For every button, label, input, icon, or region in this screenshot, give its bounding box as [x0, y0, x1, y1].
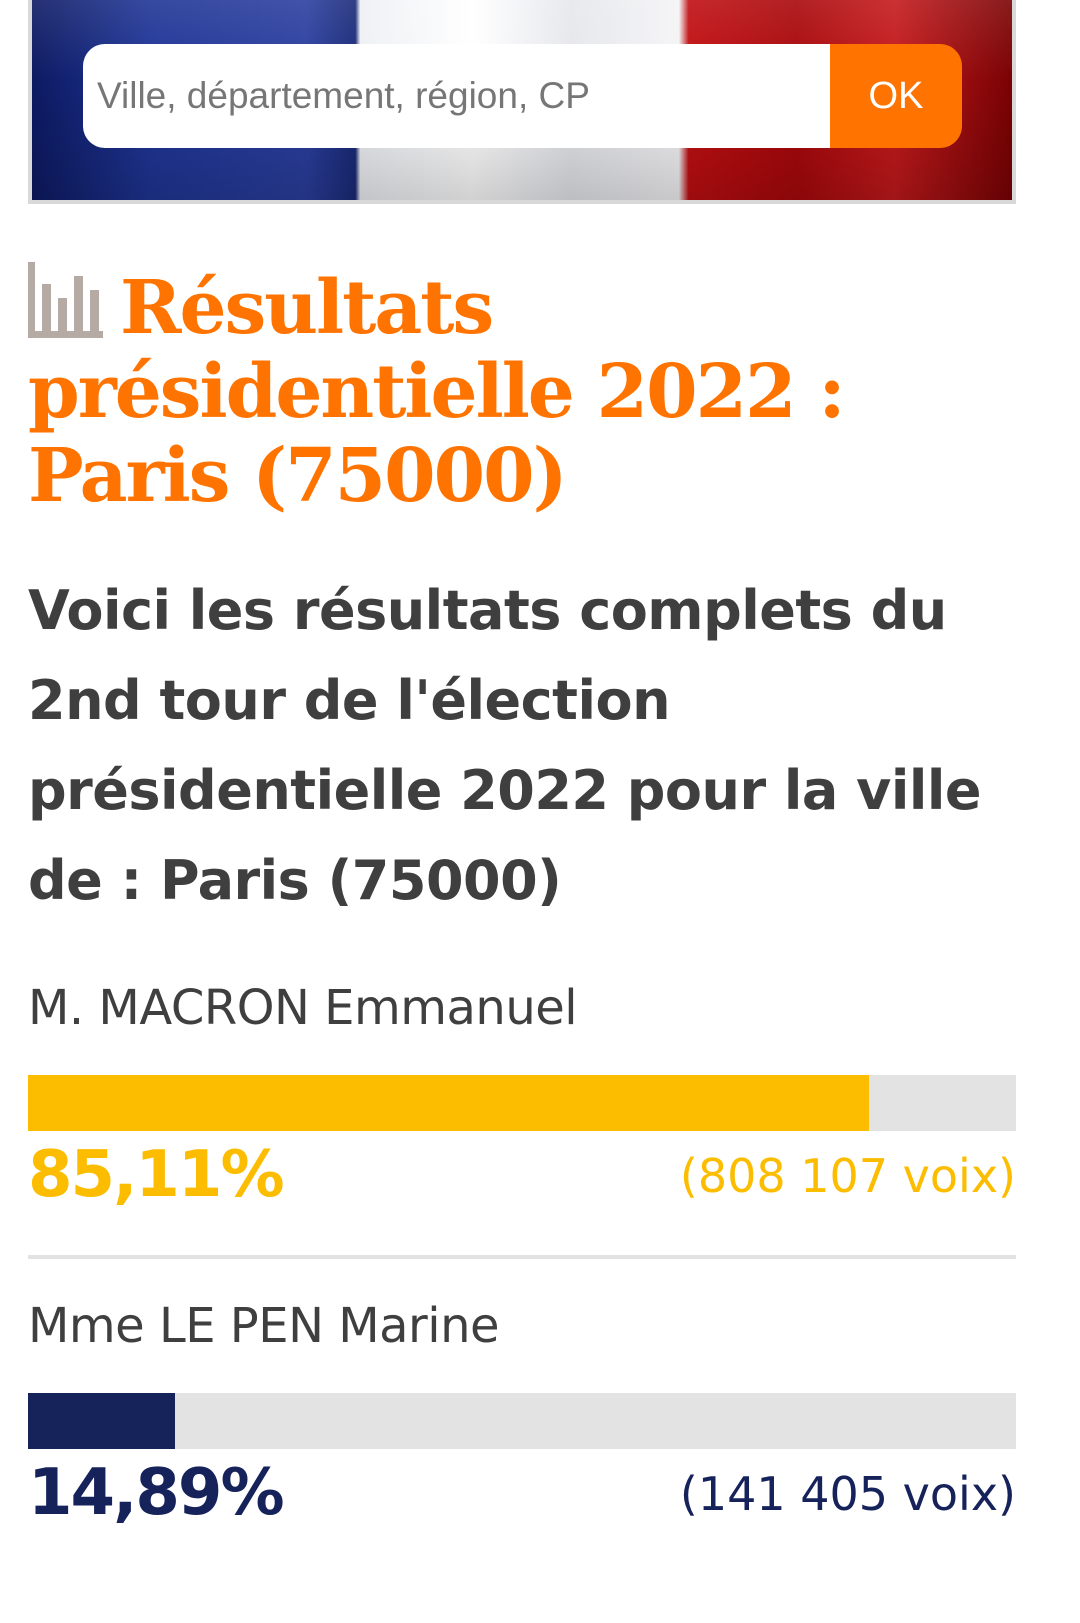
- result-bar-fill: [28, 1075, 869, 1131]
- page-title: Résultats présidentielle 2022 : Paris (7…: [28, 265, 846, 519]
- search-input[interactable]: [83, 44, 830, 148]
- candidate-name: Mme LE PEN Marine: [28, 1298, 500, 1354]
- candidate-result-macron: M. MACRON Emmanuel 85,11% (808 107 voix): [28, 978, 1016, 1228]
- divider: [28, 1255, 1016, 1259]
- candidate-result-lepen: Mme LE PEN Marine 14,89% (141 405 voix): [28, 1296, 1016, 1546]
- result-bar-track: [28, 1075, 1016, 1131]
- ok-button[interactable]: OK: [830, 44, 962, 148]
- candidate-name: M. MACRON Emmanuel: [28, 980, 578, 1036]
- candidate-votes: (808 107 voix): [679, 1149, 1016, 1203]
- candidate-votes: (141 405 voix): [679, 1467, 1016, 1521]
- bar-chart-icon: [28, 262, 103, 338]
- title-block: Résultats présidentielle 2022 : Paris (7…: [28, 262, 1028, 518]
- search-form: OK: [83, 44, 962, 148]
- page-subtitle: Voici les résultats complets du 2nd tour…: [28, 579, 982, 912]
- result-bar-track: [28, 1393, 1016, 1449]
- candidate-percent: 85,11%: [28, 1138, 285, 1212]
- result-bar-fill: [28, 1393, 176, 1449]
- candidate-percent: 14,89%: [28, 1456, 285, 1530]
